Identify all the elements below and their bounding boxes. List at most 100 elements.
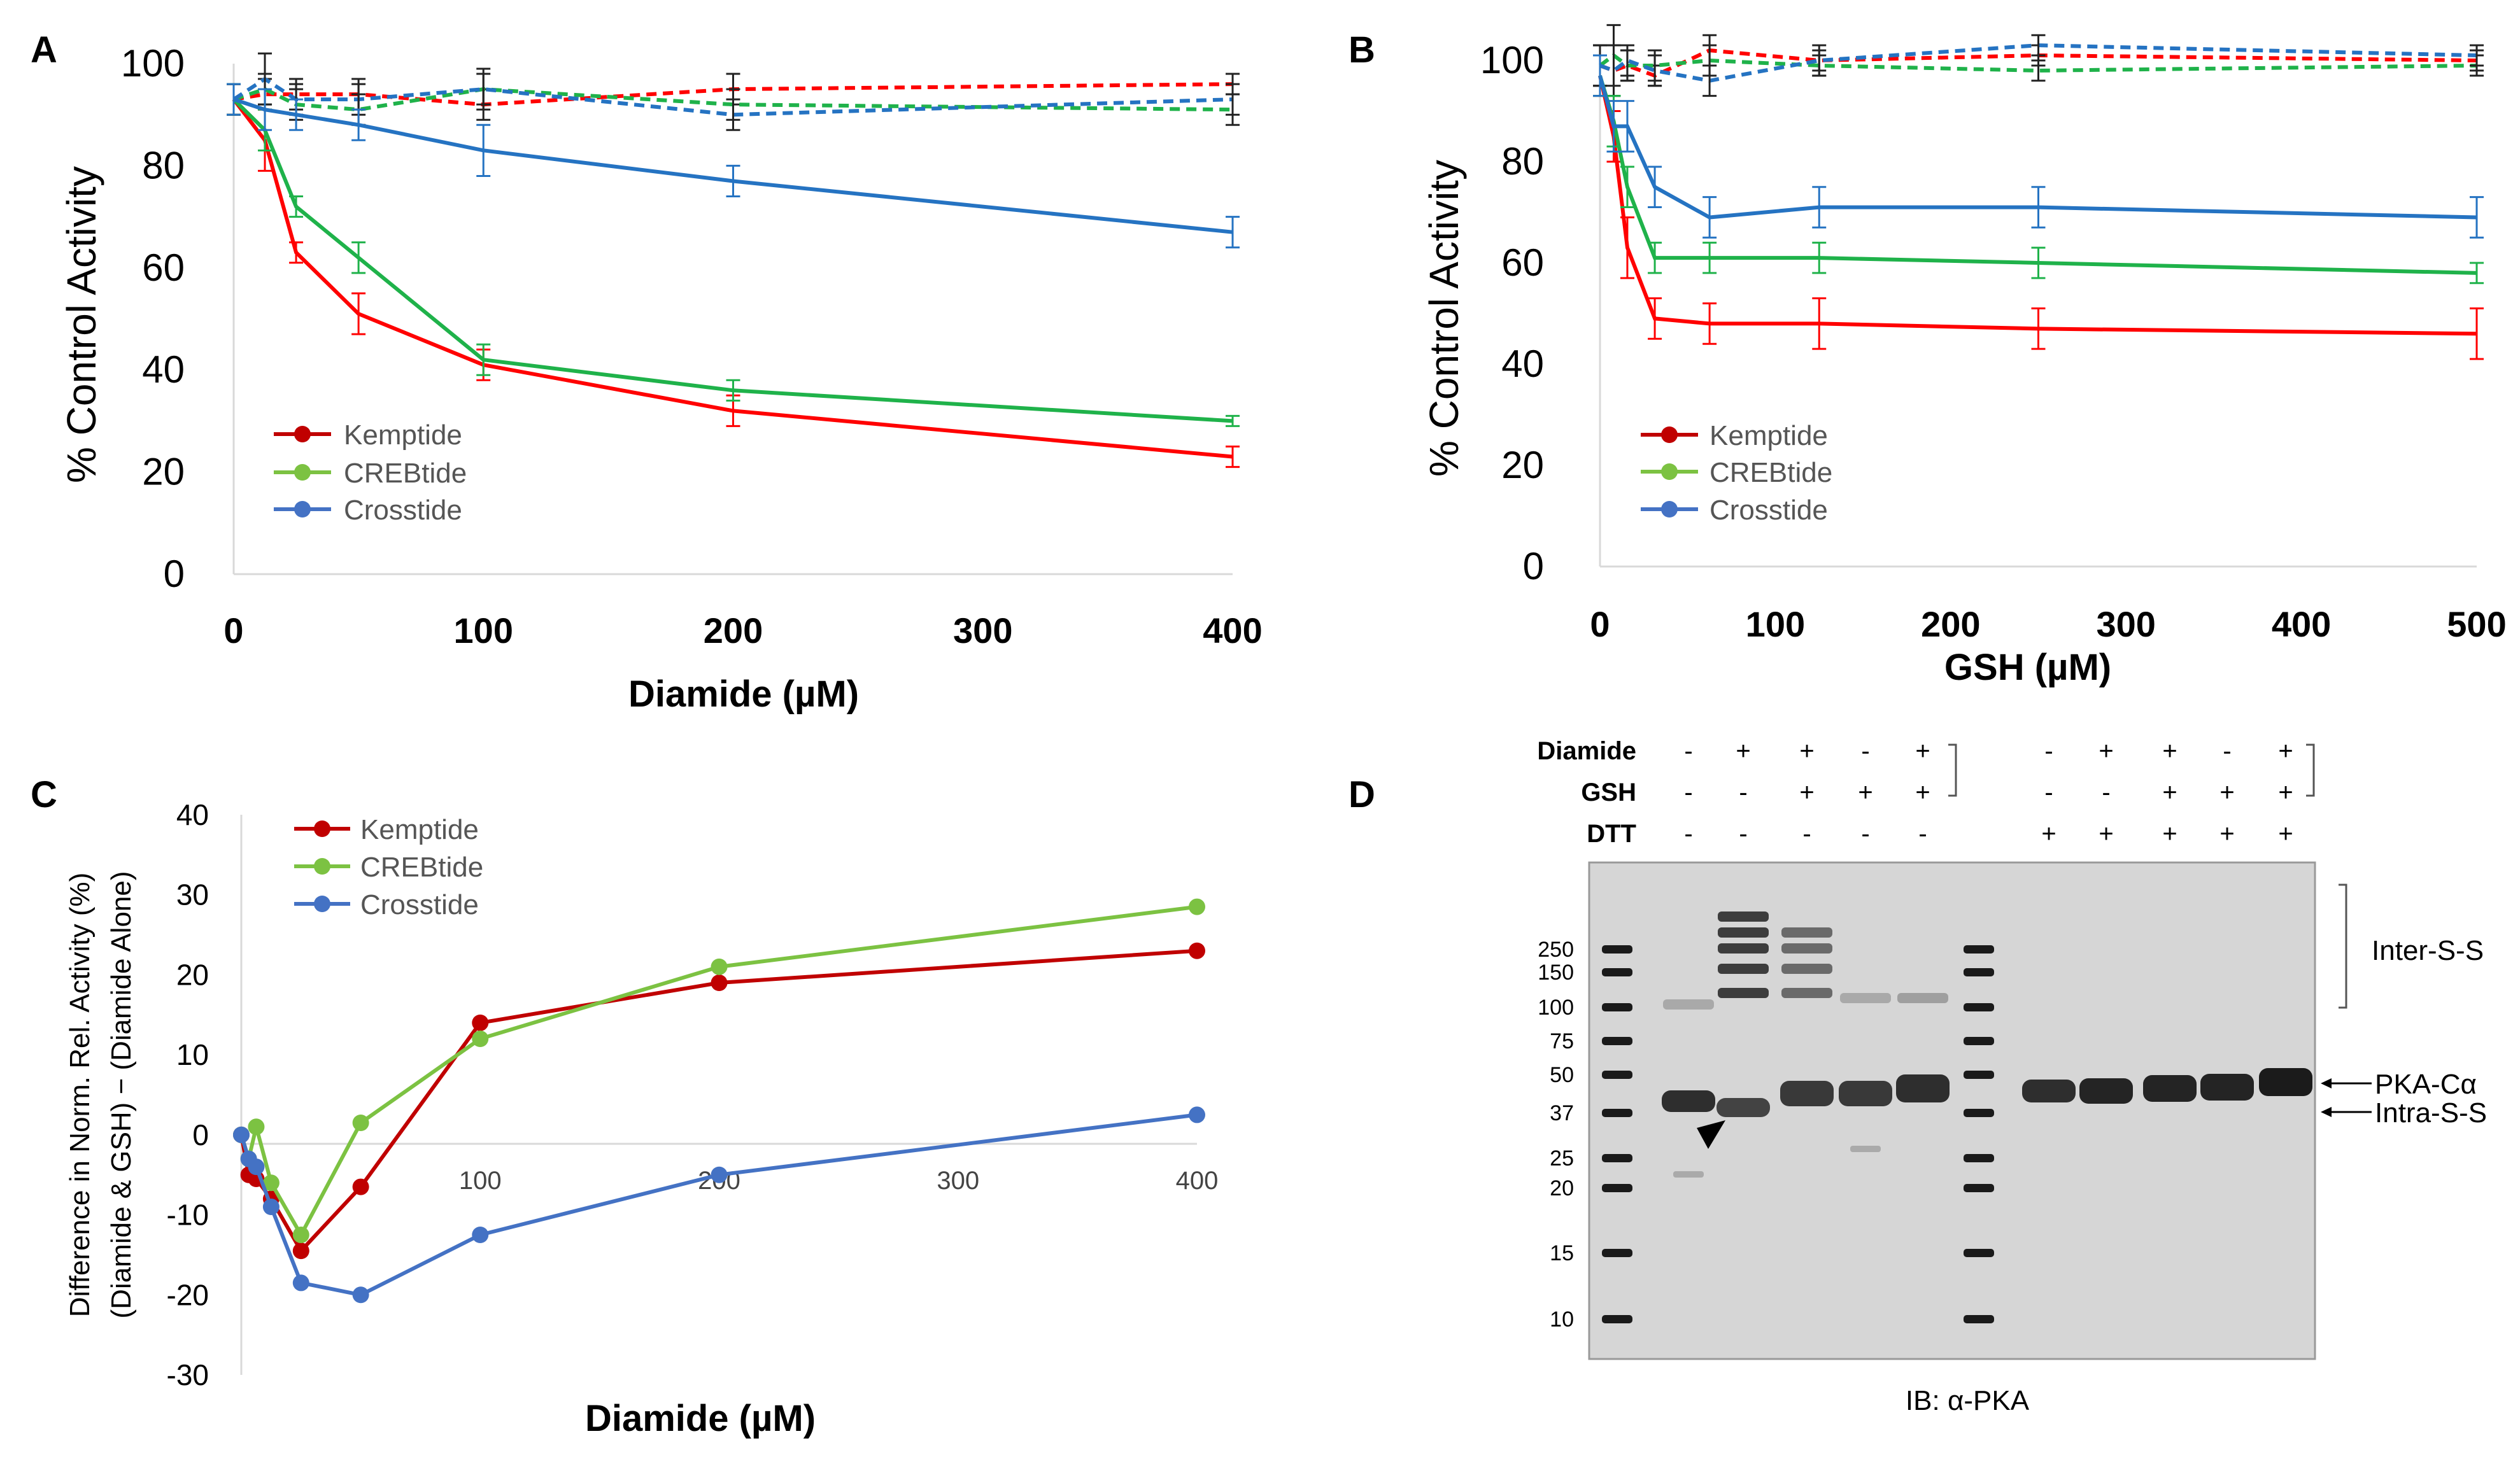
wb-marker-10: 10	[1550, 1307, 1574, 1332]
b-errbar-crosstide-gsh	[1702, 64, 1717, 97]
wb-band-lane-7	[2079, 1078, 2133, 1104]
wb-sign-gsh-lane-1: -	[1684, 778, 1692, 806]
a-ytick-100: 100	[121, 42, 185, 85]
wb-sign-diamide-lane-5: +	[1915, 737, 1930, 765]
wb-band-lane-6	[2022, 1080, 2076, 1102]
wb-row-labels: Diamide GSH DTT	[1537, 737, 1636, 848]
panel-label-a: A	[31, 29, 57, 71]
wb-marker-25: 25	[1550, 1146, 1574, 1171]
a-legend-kemptide-dot	[294, 426, 311, 442]
wb-ladder-band	[1602, 1109, 1632, 1117]
a-ytick-40: 40	[142, 348, 185, 391]
wb-sample-bands	[1662, 911, 2312, 1178]
c-point-kemptide	[352, 1178, 369, 1195]
b-xtick-300: 300	[2096, 604, 2155, 644]
panel-d-western-blot: Diamide GSH DTT - + + - + - + + - +- - + + + - - + + +- - - -…	[1537, 737, 2487, 1416]
wb-ladder-band	[1602, 945, 1632, 954]
b-errbar-crosstide	[1593, 54, 1607, 97]
wb-sign-gsh-lane-10: +	[2278, 778, 2293, 806]
b-line-kemptide	[1598, 75, 2477, 336]
wb-sign-diamide-lane-10: +	[2278, 737, 2293, 765]
a-xtick-100: 100	[454, 610, 513, 651]
wb-sign-gsh-lane-9: +	[2219, 778, 2234, 806]
c-point-crosstide	[292, 1274, 309, 1292]
a-errbar-kemptide	[351, 292, 366, 335]
wb-sign-diamide-lane-7: +	[2099, 737, 2113, 765]
a-errbar-crosstide	[476, 123, 491, 177]
c-ytick-40: 40	[176, 798, 209, 831]
a-errbar-crebtide	[476, 343, 491, 376]
c-xtick-400: 400	[1176, 1167, 1219, 1195]
c-point-crebtide	[262, 1174, 280, 1192]
panel-a-series	[227, 52, 1240, 468]
wb-band-lane-4	[1839, 1081, 1892, 1106]
panel-b-y-ticks: 0 20 40 60 80 100	[1480, 39, 1544, 588]
panel-a-x-label: Diamide (µM)	[628, 673, 859, 715]
wb-sign-dtt-lane-7: +	[2099, 820, 2113, 848]
panel-b-chart: 0 20 40 60 80 100 0 100 200 300 400 500 …	[1421, 24, 2507, 688]
wb-sign-diamide-lane-9: -	[2223, 737, 2231, 765]
b-legend-crebtide-dot	[1661, 463, 1678, 480]
panel-c-y-label-line2: (Diamide & GSH) − (Diamide Alone)	[106, 871, 137, 1318]
wb-marker-15: 15	[1550, 1241, 1574, 1265]
wb-inter-band-lane-1	[1663, 999, 1714, 1010]
wb-inter-band-lane-2	[1718, 943, 1769, 954]
wb-intra-arrow-icon	[2321, 1107, 2332, 1117]
wb-ladder-band	[1964, 1003, 1994, 1011]
b-errbar-crosstide-gsh	[1620, 44, 1634, 77]
wb-faint-band	[1673, 1171, 1704, 1178]
b-xtick-100: 100	[1746, 604, 1805, 644]
a-ytick-0: 0	[164, 553, 185, 595]
wb-inter-band-lane-4	[1840, 993, 1891, 1003]
wb-ladder-band	[1964, 1109, 1994, 1117]
c-point-crebtide	[1189, 898, 1205, 915]
a-errbar-kemptide	[1226, 446, 1240, 468]
wb-lane-signs: - + + - + - + + - + - - + + + - - + + + - - - - - + + + + +	[1684, 737, 2293, 848]
b-errbar-crosstide	[2470, 196, 2484, 239]
b-errbar-kemptide	[2031, 307, 2046, 350]
wb-sign-gsh-lane-5: +	[1915, 778, 1930, 806]
panel-b-legend: Kemptide CREBtide Crosstide	[1641, 420, 1832, 526]
wb-ladder-band	[1964, 1315, 1994, 1323]
b-errbar-crosstide	[1702, 196, 1717, 239]
wb-faint-band	[1850, 1146, 1881, 1152]
b-errbar-crosstide-gsh	[2470, 44, 2484, 67]
c-ytick-30: 30	[176, 878, 209, 911]
wb-sign-dtt-lane-1: -	[1684, 820, 1692, 848]
c-point-kemptide	[292, 1242, 309, 1260]
wb-sign-gsh-lane-2: -	[1739, 778, 1747, 806]
c-ytick-neg10: -10	[167, 1199, 209, 1232]
wb-ladder-band	[1602, 1154, 1632, 1162]
a-errbar-crebtide	[1226, 414, 1240, 427]
wb-ladder-band	[1602, 968, 1632, 976]
c-point-crosstide	[711, 1166, 728, 1183]
panel-a-y-ticks: 0 20 40 60 80 100	[121, 42, 185, 595]
wb-sign-gsh-lane-8: +	[2162, 778, 2177, 806]
b-errbar-kemptide	[2470, 307, 2484, 360]
b-errbar-crosstide-gsh	[1812, 44, 1827, 77]
c-xtick-300: 300	[937, 1167, 979, 1195]
wb-marker-250: 250	[1538, 938, 1574, 962]
c-point-kemptide	[1189, 942, 1205, 959]
panel-b-x-label: GSH (µM)	[1944, 647, 2111, 688]
wb-sign-diamide-lane-4: -	[1861, 737, 1869, 765]
a-errbar-crosstide	[227, 83, 241, 116]
panel-c-chart: -30 -20 -10 0 10 20 30 40 100 200 300 40…	[64, 798, 1218, 1439]
wb-inter-band-lane-2	[1718, 964, 1769, 974]
panel-c-legend: Kemptide CREBtide Crosstide	[294, 814, 483, 920]
a-errbar-crosstide-gsh	[1226, 83, 1240, 116]
wb-sign-gsh-lane-3: +	[1799, 778, 1814, 806]
c-point-kemptide	[711, 975, 728, 991]
wb-marker-50: 50	[1550, 1063, 1574, 1087]
wb-ladder-band	[1602, 1037, 1632, 1045]
wb-pka-arrow-icon	[2321, 1078, 2332, 1088]
c-point-crebtide	[472, 1031, 489, 1047]
c-point-crebtide	[352, 1115, 369, 1131]
c-line-crosstide	[239, 1113, 1198, 1297]
wb-marker-37: 37	[1550, 1101, 1574, 1125]
wb-marker-150: 150	[1538, 961, 1574, 985]
b-xtick-400: 400	[2272, 604, 2331, 644]
wb-ladder-band	[1964, 1249, 1994, 1257]
wb-label-gsh: GSH	[1581, 778, 1636, 806]
c-ytick-0: 0	[192, 1118, 209, 1151]
